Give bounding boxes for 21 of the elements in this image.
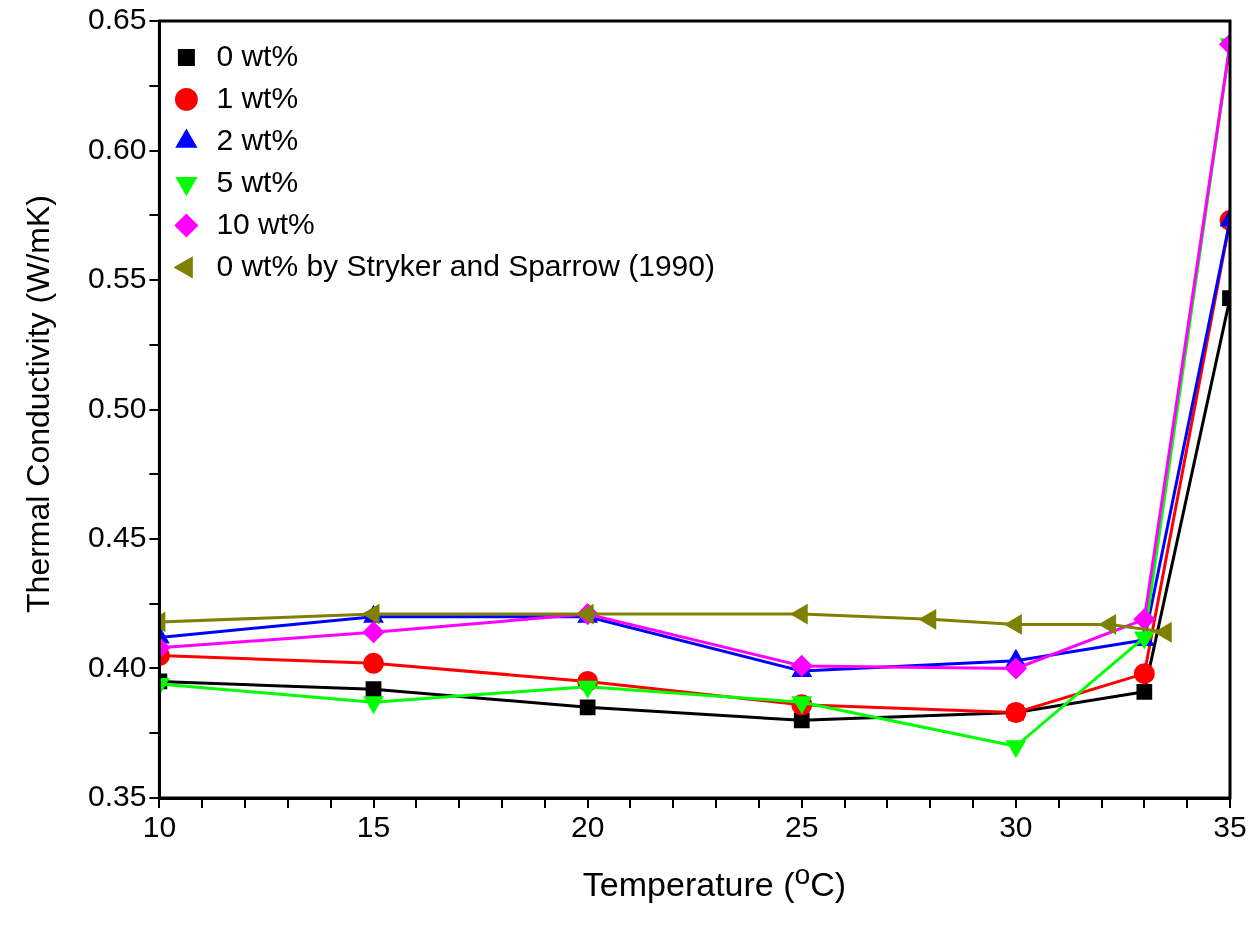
y-tick-label: 0.40 [88,649,147,683]
y-axis-title: Thermal Conductivity (W/mK) [19,195,57,613]
legend-label: 0 wt% by Stryker and Sparrow (1990) [216,248,715,282]
y-tick-label: 0.50 [88,390,147,424]
x-tick-label: 15 [356,810,391,844]
x-axis-title: Temperature ($^{o}$C) [581,858,848,905]
legend-label: 5 wt% [216,164,299,198]
x-tick-label: 35 [1213,810,1247,844]
x-tick-label: 20 [570,810,605,844]
y-tick-label: 0.45 [88,520,147,554]
y-tick-label: 0.60 [88,131,147,165]
legend-label: 0 wt% [216,38,299,72]
y-tick-label: 0.65 [88,2,147,36]
legend-label: 10 wt% [216,206,315,240]
y-tick-label: 0.55 [88,261,147,295]
y-tick-label: 0.35 [88,779,147,813]
legend-label: 2 wt% [216,122,299,156]
x-tick-label: 30 [999,810,1033,844]
legend-label: 1 wt% [216,80,299,114]
x-tick-label: 25 [785,810,819,844]
x-tick-label: 10 [142,810,177,844]
